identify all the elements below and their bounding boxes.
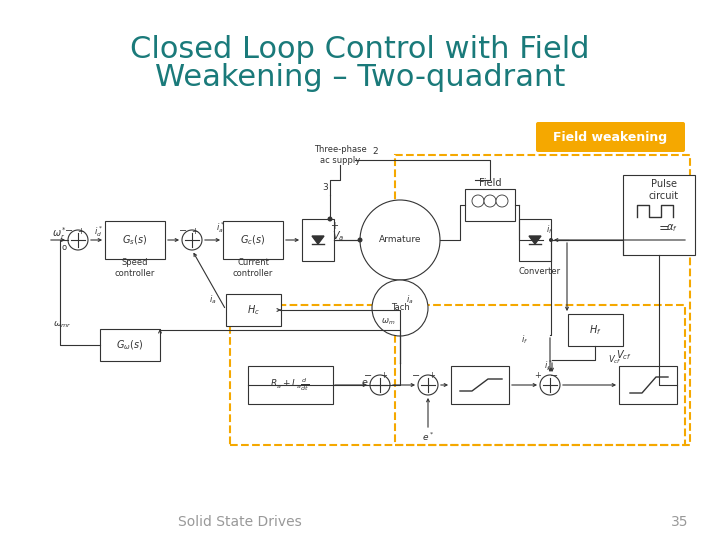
Text: Speed
controller: Speed controller — [114, 258, 156, 278]
Text: +: + — [192, 226, 199, 235]
Text: −: − — [179, 226, 187, 236]
Bar — [451, 366, 509, 404]
Text: Converter: Converter — [519, 267, 561, 276]
Bar — [465, 189, 515, 221]
Text: e: e — [362, 378, 368, 388]
Text: +: + — [78, 226, 84, 235]
Text: −: − — [412, 371, 420, 381]
Circle shape — [372, 280, 428, 336]
Text: Field weakening: Field weakening — [553, 131, 667, 144]
Text: $G_\omega(s)$: $G_\omega(s)$ — [117, 338, 144, 352]
Bar — [519, 219, 551, 261]
Text: $R_a+L_a\frac{d}{dt}$: $R_a+L_a\frac{d}{dt}$ — [271, 377, 310, 393]
Bar — [105, 221, 165, 259]
Bar — [225, 294, 281, 326]
Bar — [623, 175, 695, 255]
Bar — [302, 219, 334, 261]
Text: o: o — [61, 244, 66, 253]
Circle shape — [472, 195, 484, 207]
Text: $G_c(s)$: $G_c(s)$ — [240, 233, 266, 247]
Circle shape — [68, 230, 88, 250]
Text: $\omega_r^*$: $\omega_r^*$ — [53, 226, 68, 242]
Text: $V_{cf}$: $V_{cf}$ — [616, 348, 632, 362]
Text: Weakening – Two-quadrant: Weakening – Two-quadrant — [155, 64, 565, 92]
Circle shape — [418, 375, 438, 395]
Polygon shape — [529, 236, 541, 244]
Text: $i_a^*$: $i_a^*$ — [215, 220, 225, 235]
Text: $V_a$: $V_a$ — [332, 229, 344, 243]
Circle shape — [549, 238, 553, 242]
Circle shape — [496, 195, 508, 207]
FancyBboxPatch shape — [536, 122, 685, 152]
Text: +: + — [428, 372, 436, 381]
Text: Field: Field — [479, 178, 501, 188]
Text: Pulse
circuit: Pulse circuit — [649, 179, 679, 201]
Bar — [100, 329, 160, 361]
Text: $i_a$: $i_a$ — [406, 294, 414, 306]
Text: $i_a$: $i_a$ — [210, 294, 217, 306]
Circle shape — [540, 375, 560, 395]
Circle shape — [358, 238, 362, 242]
Text: $\omega_{mr}$: $\omega_{mr}$ — [53, 320, 72, 330]
Bar — [223, 221, 283, 259]
Text: $H_f$: $H_f$ — [589, 323, 601, 337]
Bar — [567, 314, 623, 346]
Text: Closed Loop Control with Field: Closed Loop Control with Field — [130, 36, 590, 64]
Polygon shape — [312, 236, 324, 244]
Text: +: + — [330, 221, 338, 231]
Text: $\alpha_f$: $\alpha_f$ — [666, 222, 678, 234]
Circle shape — [182, 230, 202, 250]
Text: $\omega_m$: $\omega_m$ — [381, 317, 395, 327]
Text: 2: 2 — [372, 147, 378, 157]
Text: $i_f$: $i_f$ — [546, 224, 554, 237]
Circle shape — [484, 195, 496, 207]
Text: $G_s(s)$: $G_s(s)$ — [122, 233, 148, 247]
Bar — [619, 366, 677, 404]
Text: −: − — [65, 226, 73, 236]
Text: 35: 35 — [671, 515, 689, 529]
Text: +: + — [381, 372, 387, 381]
Circle shape — [328, 217, 333, 221]
Bar — [248, 366, 333, 404]
Text: 3: 3 — [322, 183, 328, 192]
Text: Solid State Drives: Solid State Drives — [178, 515, 302, 529]
Text: =: = — [659, 222, 670, 235]
Circle shape — [370, 375, 390, 395]
Text: −: − — [550, 371, 558, 381]
Text: $e^*$: $e^*$ — [422, 431, 434, 443]
Text: −: − — [364, 371, 372, 381]
Text: $i_f^*$: $i_f^*$ — [544, 359, 552, 374]
Text: $V_{cf}$: $V_{cf}$ — [608, 354, 622, 366]
Text: $i_d^*$: $i_d^*$ — [94, 225, 102, 239]
Text: $i_f$: $i_f$ — [521, 334, 528, 346]
Text: Tach: Tach — [391, 303, 410, 313]
Text: +: + — [534, 372, 541, 381]
Text: $H_c$: $H_c$ — [246, 303, 259, 317]
Text: Three-phase
ac supply: Three-phase ac supply — [314, 145, 366, 165]
Text: Armature: Armature — [379, 235, 421, 245]
Text: Current
controller: Current controller — [233, 258, 273, 278]
Circle shape — [360, 200, 440, 280]
